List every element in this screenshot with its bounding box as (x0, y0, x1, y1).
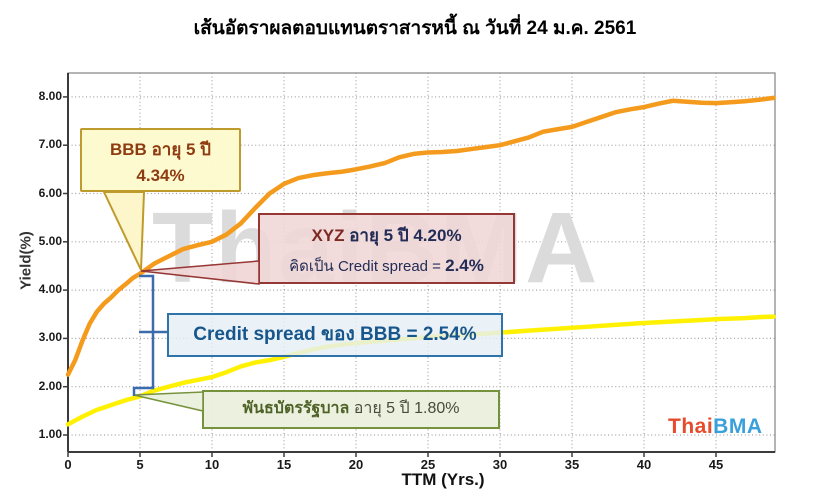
xyz-label: XYZ (311, 226, 345, 245)
thaibma-logo: ThaiBMA (668, 415, 763, 439)
gov-bond-label: พันธบัตรรัฐบาล (242, 400, 350, 417)
bbb-callout-box: BBB อายุ 5 ปี 4.34% (80, 128, 241, 192)
yellow-callout-tail (102, 191, 146, 271)
xyz-spread-value: 2.4% (445, 256, 484, 275)
red-callout-tail (140, 260, 260, 285)
bbb-callout-line1: BBB อายุ 5 ปี (82, 136, 239, 163)
bbb-label: BBB (110, 140, 147, 159)
government-bond-callout-box: พันธบัตรรัฐบาล อายุ 5 ปี 1.80% (202, 390, 500, 429)
thaibma-logo-thai: Thai (668, 415, 714, 438)
thaibma-logo-bma: BMA (713, 415, 763, 438)
xyz-callout-box: XYZ อายุ 5 ปี 4.20% คิดเป็น Credit sprea… (258, 213, 515, 284)
bbb-callout-value: 4.34% (136, 166, 185, 185)
xyz-callout-line1: XYZ อายุ 5 ปี 4.20% (260, 222, 513, 249)
xyz-label-rest: อายุ 5 ปี 4.20% (344, 226, 462, 245)
xyz-spread-text: คิดเป็น Credit spread = (289, 258, 446, 275)
bbb-yield-curve (65, 95, 776, 377)
bbb-label-rest: อายุ 5 ปี (146, 140, 211, 159)
green-callout-tail (133, 391, 204, 412)
credit-spread-bracket (132, 274, 167, 396)
xyz-callout-line2: คิดเป็น Credit spread = 2.4% (260, 254, 513, 278)
credit-spread-box: Credit spread ของ BBB = 2.54% (167, 313, 503, 357)
chart-title: เส้นอัตราผลตอบแทนตราสารหนี้ ณ วันที่ 24 … (193, 18, 637, 39)
gov-bond-label-rest: อายุ 5 ปี 1.80% (349, 400, 460, 417)
